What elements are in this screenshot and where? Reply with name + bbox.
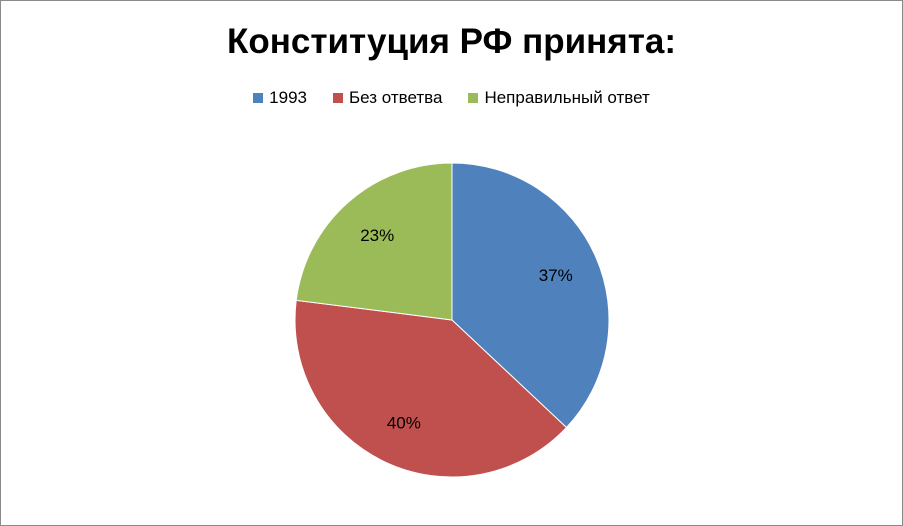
data-label-no-answer: 40%: [387, 413, 421, 432]
pie-slice-wrong-answer: [295, 162, 453, 321]
legend-item-1993: 1993: [253, 88, 307, 108]
legend-swatch-wrong-answer: [468, 93, 479, 103]
legend-item-no-answer: Без ответва: [333, 88, 442, 108]
data-label-1993: 37%: [539, 266, 573, 285]
legend-label-wrong-answer: Неправильный ответ: [484, 88, 650, 107]
legend-item-wrong-answer: Неправильный ответ: [468, 88, 650, 108]
pie-slice-1993: [451, 162, 610, 429]
chart-legend: 1993 Без ответва Неправильный ответ: [0, 88, 903, 108]
legend-swatch-1993: [253, 93, 264, 103]
data-label-wrong-answer: 23%: [360, 226, 394, 245]
chart-title: Конституция РФ принята:: [226, 22, 676, 61]
legend-label-no-answer: Без ответва: [349, 88, 443, 107]
legend-swatch-no-answer: [333, 93, 343, 103]
pie-slice-no-answer: [294, 299, 568, 478]
legend-label-1993: 1993: [269, 88, 307, 107]
